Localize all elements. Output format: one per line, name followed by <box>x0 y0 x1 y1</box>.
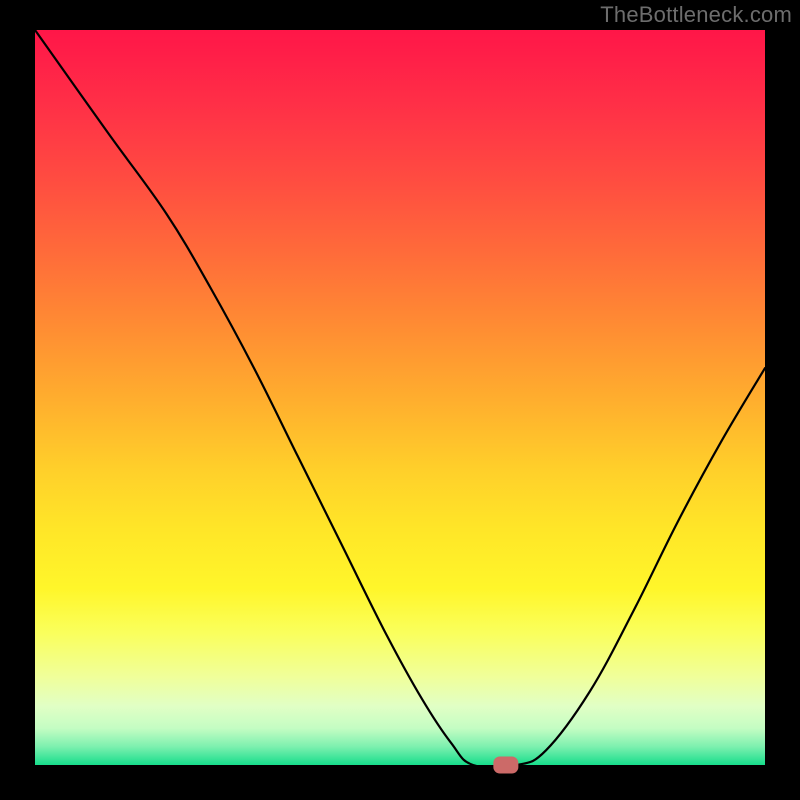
watermark-label: TheBottleneck.com <box>600 2 792 28</box>
optimum-marker <box>494 757 518 773</box>
chart-stage: TheBottleneck.com <box>0 0 800 800</box>
bottleneck-chart <box>0 0 800 800</box>
plot-background <box>35 30 765 765</box>
